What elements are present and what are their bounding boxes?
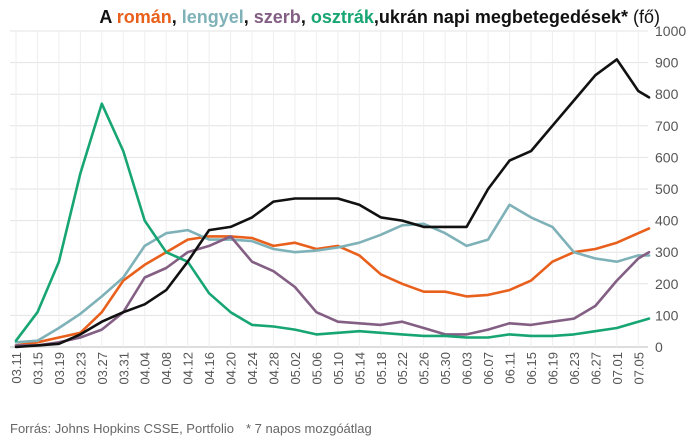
x-tick-label: 04.16: [202, 352, 217, 385]
x-tick-label: 04.24: [245, 352, 260, 385]
title-prefix: A: [99, 7, 112, 27]
x-tick-label: 05.26: [417, 352, 432, 385]
x-tick-label: 03.27: [95, 352, 110, 385]
series-lines: [14, 58, 651, 349]
gridlines: [10, 30, 648, 348]
y-tick-label: 700: [655, 118, 679, 134]
x-tick-label: 04.08: [159, 352, 174, 385]
x-tick-label: 06.11: [503, 352, 518, 384]
x-tick-label: 04.20: [224, 352, 239, 385]
series-line-ukrán: [14, 58, 651, 349]
y-tick-label: 300: [655, 244, 679, 260]
source-note: Forrás: Johns Hopkins CSSE, Portfolio: [10, 421, 234, 436]
x-tick-label: 03.31: [116, 352, 131, 385]
x-tick-label: 05.30: [438, 352, 453, 385]
x-tick-label: 06.15: [524, 352, 539, 385]
x-tick-label: 05.22: [395, 352, 410, 385]
x-tick-label: 03.15: [30, 352, 45, 385]
y-tick-label: 900: [655, 55, 679, 71]
x-tick-label: 04.04: [138, 352, 153, 385]
title-rest: napi megbetegedések*: [427, 7, 628, 27]
x-tick-label: 05.06: [309, 352, 324, 385]
y-tick-label: 800: [655, 86, 679, 102]
series-line-osztrák: [14, 102, 651, 343]
x-tick-label: 07.05: [631, 352, 646, 385]
y-tick-label: 600: [655, 149, 679, 165]
x-tick-label: 05.14: [352, 352, 367, 385]
x-tick-label: 04.12: [181, 352, 196, 385]
chart-title: A román, lengyel, szerb, osztrák,ukrán n…: [99, 7, 660, 27]
x-tick-label: 06.23: [567, 352, 582, 385]
y-tick-label: 1000: [655, 23, 686, 39]
title-country-serbia: szerb: [253, 7, 301, 27]
x-tick-label: 05.10: [331, 352, 346, 385]
y-tick-label: 500: [655, 181, 679, 197]
x-tick-label: 06.03: [460, 352, 475, 385]
x-tick-label: 03.23: [73, 352, 88, 385]
x-tick-label: 03.11: [9, 352, 24, 384]
y-axis-tick-labels: 0 100 200 300 400 500 600 700 800 900 1000: [655, 23, 686, 355]
title-country-austria: osztrák: [310, 7, 374, 27]
y-tick-label: 100: [655, 307, 679, 323]
series-line-román: [14, 227, 651, 347]
y-tick-label: 400: [655, 213, 679, 229]
title-country-ukraine: ukrán: [378, 7, 428, 27]
x-tick-label: 07.01: [610, 352, 625, 385]
series-line-szerb: [14, 235, 651, 347]
y-tick-label: 200: [655, 276, 679, 292]
x-tick-label: 05.18: [374, 352, 389, 385]
title-unit: (fő): [627, 7, 660, 27]
y-tick-label: 0: [655, 339, 663, 355]
series-line-lengyel: [14, 203, 651, 344]
chart-footer: Forrás: Johns Hopkins CSSE, Portfolio * 7…: [10, 421, 372, 436]
x-tick-label: 03.19: [52, 352, 67, 385]
title-country-romania: román: [116, 7, 172, 27]
x-tick-label: 06.27: [588, 352, 603, 385]
x-axis-tick-labels: 03.11 03.15 03.19 03.23 03.27 03.31 04.04 04.08…: [9, 352, 646, 385]
footnote: * 7 napos mozgóátlag: [245, 421, 372, 436]
x-tick-label: 05.02: [288, 352, 303, 385]
title-country-poland: lengyel: [181, 7, 244, 27]
x-tick-label: 04.28: [266, 352, 281, 385]
x-tick-label: 06.19: [545, 352, 560, 385]
x-tick-label: 06.07: [481, 352, 496, 385]
